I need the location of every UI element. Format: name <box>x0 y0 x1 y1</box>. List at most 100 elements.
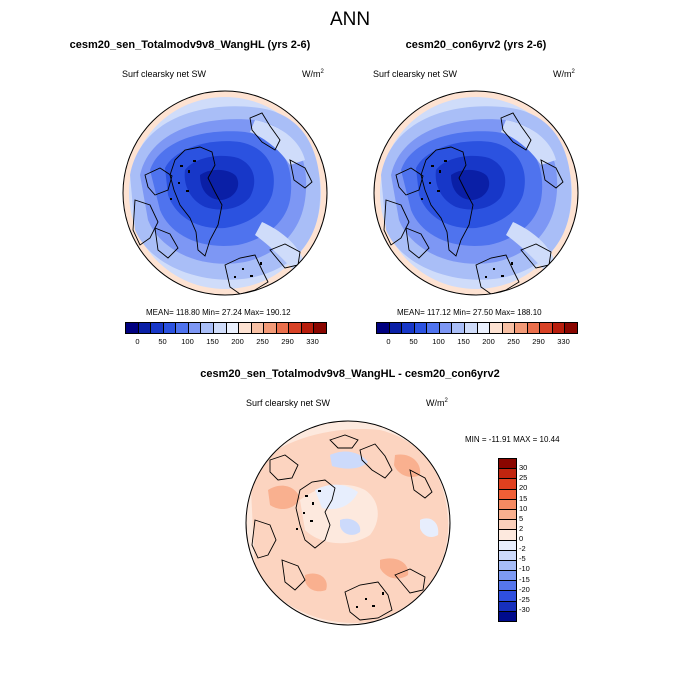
colorbar-tick-label: 290 <box>532 337 545 346</box>
colorbar-swatch <box>499 539 516 550</box>
colorbar-tick-label: 0 <box>519 534 524 543</box>
colorbar-swatch <box>263 323 276 333</box>
figure-title: ANN <box>329 9 371 30</box>
colorbar-tick-label: 15 <box>519 493 528 503</box>
colorbar-swatch <box>499 468 516 479</box>
colorbar-swatch <box>162 323 176 333</box>
colorbar-swatch <box>225 323 239 333</box>
colorbar-tick-label: 250 <box>507 337 520 346</box>
colorbar-swatch <box>388 323 402 333</box>
colorbar-swatch <box>539 323 552 333</box>
colorbar-swatch <box>275 323 289 333</box>
colorbar-tick-label: -30 <box>519 604 530 614</box>
panel-3-title: cesm20_sen_Totalmodv9v8_WangHL - cesm20_… <box>200 368 500 380</box>
colorbar-tick-label: 200 <box>231 337 244 346</box>
colorbar-tick-label: 100 <box>181 337 194 346</box>
panel-2-colorbar-labels: 0 50 100 150 200 250 290 330 <box>376 337 576 349</box>
colorbar-swatch <box>499 498 516 509</box>
colorbar-tick-label: 5 <box>519 513 524 523</box>
colorbar-swatch <box>200 323 213 333</box>
colorbar-swatch <box>175 323 188 333</box>
colorbar-tick-label: 2 <box>519 523 524 533</box>
colorbar-swatch <box>212 323 226 333</box>
panel-2-stats: MEAN= 117.12 Min= 27.50 Max= 188.10 <box>397 308 542 317</box>
colorbar-swatch <box>288 323 301 333</box>
colorbar-tick-label: -25 <box>519 594 530 604</box>
colorbar-swatch <box>551 323 565 333</box>
colorbar-tick-label: 290 <box>281 337 294 346</box>
colorbar-swatch <box>499 590 516 601</box>
panel-2-variable: Surf clearsky net SW <box>373 69 458 79</box>
colorbar-swatch <box>499 580 516 591</box>
colorbar-swatch <box>526 323 540 333</box>
colorbar-swatch <box>499 570 516 581</box>
panel-3-variable: Surf clearsky net SW <box>246 398 331 408</box>
colorbar-tick-label: 150 <box>206 337 219 346</box>
panel-1-colorbar <box>125 322 327 334</box>
panel-2-colorbar <box>376 322 578 334</box>
colorbar-swatch <box>499 519 516 530</box>
colorbar-tick-label: -10 <box>519 564 530 574</box>
colorbar-swatch <box>499 549 516 560</box>
colorbar-swatch <box>499 559 516 571</box>
colorbar-tick-label: -5 <box>519 554 526 564</box>
colorbar-tick-label: 250 <box>256 337 269 346</box>
colorbar-tick-label: 10 <box>519 503 528 513</box>
colorbar-swatch <box>238 323 251 333</box>
colorbar-swatch <box>126 323 138 333</box>
colorbar-swatch <box>489 323 502 333</box>
colorbar-tick-label: 0 <box>386 337 391 346</box>
colorbar-tick-label: 330 <box>306 337 319 346</box>
colorbar-tick-label: -20 <box>519 584 530 594</box>
colorbar-swatch <box>499 600 516 611</box>
colorbar-tick-label: 0 <box>135 337 140 346</box>
colorbar-swatch <box>564 323 577 333</box>
colorbar-swatch <box>377 323 389 333</box>
panel-1-units: W/m2 <box>302 69 324 79</box>
colorbar-swatch <box>313 323 326 333</box>
panel-2-field <box>374 91 578 295</box>
colorbar-swatch <box>514 323 527 333</box>
panel-3-colorbar-labels: 30 25 20 15 10 5 2 0 -2 -5 -10 -15 -20 -25 -30 <box>519 458 549 620</box>
colorbar-swatch <box>250 323 264 333</box>
colorbar-tick-label: 20 <box>519 483 528 493</box>
colorbar-swatch <box>499 508 516 520</box>
colorbar-tick-label: 150 <box>457 337 470 346</box>
colorbar-tick-label: 25 <box>519 473 528 483</box>
colorbar-tick-label: -15 <box>519 574 530 584</box>
colorbar-swatch <box>499 488 516 499</box>
panel-3-field <box>246 421 450 625</box>
panel-3-stats: MIN = -11.91 MAX = 10.44 <box>465 435 560 444</box>
colorbar-tick-label: 50 <box>409 337 418 346</box>
colorbar-swatch <box>438 323 452 333</box>
colorbar-tick-label: 100 <box>432 337 445 346</box>
colorbar-swatch <box>476 323 490 333</box>
panel-2-units: W/m2 <box>553 69 575 79</box>
colorbar-swatch <box>499 478 516 489</box>
panel-1-stats: MEAN= 118.80 Min= 27.24 Max= 190.12 <box>146 308 291 317</box>
colorbar-tick-label: 330 <box>557 337 570 346</box>
panel-3-units: W/m2 <box>426 398 448 408</box>
colorbar-tick-label: 200 <box>482 337 495 346</box>
colorbar-swatch <box>499 610 516 621</box>
colorbar-swatch <box>300 323 314 333</box>
panel-1-colorbar-labels: 0 50 100 150 200 250 290 330 <box>125 337 325 349</box>
colorbar-swatch <box>451 323 464 333</box>
panel-2-title: cesm20_con6yrv2 (yrs 2-6) <box>405 39 547 51</box>
panel-1-variable: Surf clearsky net SW <box>122 69 207 79</box>
colorbar-swatch <box>401 323 414 333</box>
colorbar-swatch <box>463 323 477 333</box>
colorbar-swatch <box>499 459 516 469</box>
colorbar-tick-label: 50 <box>158 337 167 346</box>
colorbar-swatch <box>499 529 516 540</box>
colorbar-tick-label: -2 <box>519 544 526 554</box>
colorbar-tick-label: 30 <box>519 463 528 473</box>
colorbar-swatch <box>187 323 201 333</box>
panel-1-field <box>123 91 327 295</box>
colorbar-swatch <box>426 323 439 333</box>
panel-1-title: cesm20_sen_Totalmodv9v8_WangHL (yrs 2-6) <box>69 39 311 51</box>
colorbar-swatch <box>413 323 427 333</box>
colorbar-swatch <box>137 323 151 333</box>
panel-3-colorbar <box>498 458 517 622</box>
colorbar-swatch <box>501 323 515 333</box>
